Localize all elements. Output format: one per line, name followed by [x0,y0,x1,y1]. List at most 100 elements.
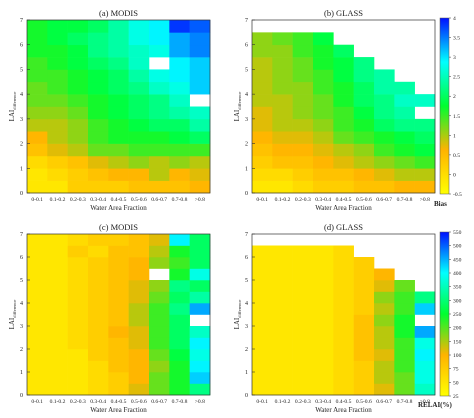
heatmap-cell [108,143,129,157]
heatmap-cell [47,360,68,373]
heatmap-cell [149,314,170,327]
x-tick-label: 0.5-0.6 [356,399,372,405]
heatmap-cell [374,81,395,95]
heatmap-cell [128,69,150,83]
heatmap-cell [169,94,190,107]
heatmap-cell [169,44,190,58]
heatmap-cell [313,131,334,144]
x-tick-label: 0.3-0.4 [315,399,331,405]
heatmap-cell [313,106,334,120]
heatmap-cell [353,81,375,95]
heatmap-cell [252,245,273,258]
heatmap-cell [47,94,68,107]
y-tick-label: 2 [245,347,248,353]
heatmap-cell [189,326,211,338]
heatmap-cell [169,257,190,269]
heatmap-cell [333,94,354,107]
heatmap-cell [108,155,129,169]
heatmap-cell [128,360,150,373]
heatmap-cell [149,106,170,120]
y-tick-label: 7 [245,18,248,24]
x-tick-label: 0.3-0.4 [90,399,106,405]
y-tick-label: 3 [20,117,23,123]
heatmap-cell [272,168,293,181]
x-tick-label: 0.5-0.6 [131,399,147,405]
heatmap-cell [128,143,150,157]
heatmap-cell [47,383,68,396]
colorbar-tick-label: 350 [453,285,462,291]
heatmap-cell [67,372,89,384]
heatmap-cell [47,44,68,58]
heatmap-cell [394,326,415,338]
x-tick-label: 0.7-0.8 [397,197,413,203]
x-tick-label: 0.2-0.3 [70,399,86,405]
heatmap-cell [272,118,293,132]
heatmap-cell [128,349,150,361]
heatmap-cell [292,131,314,144]
y-tick-label: 3 [20,324,23,330]
heatmap-cell [292,268,314,281]
heatmap-cell [47,280,68,292]
heatmap-cell [47,69,68,83]
heatmap-cell [292,314,314,327]
heatmap-cell [88,326,109,338]
plot-frame [26,233,211,396]
heatmap-cell [27,257,48,269]
heatmap-cell [108,81,129,95]
y-tick-label: 5 [245,67,248,73]
heatmap-cell [414,155,436,169]
heatmap-cell [252,81,273,95]
heatmap-cell [252,155,273,169]
heatmap-cell [128,180,150,194]
x-tick-label: 0.6-0.7 [151,399,167,405]
heatmap-cell [333,57,354,70]
heatmap-cell [394,337,415,350]
y-tick-label: 3 [245,117,248,123]
heatmap-cell [252,257,273,269]
heatmap-cell [292,372,314,384]
y-axis-label: LAIdifference [8,300,17,330]
heatmap-cell [272,69,293,83]
heatmap-cell [128,268,150,281]
heatmap-cell [169,57,190,70]
heatmap-cell [394,314,415,327]
heatmap-cell [169,131,190,144]
heatmap-cell [189,280,211,292]
heatmap-cell [27,303,48,315]
heatmap-cell [189,268,211,281]
heatmap-cell [353,326,375,338]
heatmap-cell [189,245,211,258]
heatmap-cell [169,20,190,33]
heatmap-cell [27,314,48,327]
heatmap-cell [333,143,354,157]
heatmap-cell [149,383,170,396]
heatmap-cell [27,234,48,246]
heatmap-cell [252,69,273,83]
heatmap-cell [27,383,48,396]
heatmap-cell [88,257,109,269]
heatmap-cell [313,81,334,95]
heatmap-cell [292,303,314,315]
x-axis-label: Water Area Fraction [315,406,372,414]
y-tick-label: 1 [20,370,23,376]
heatmap-cell [47,268,68,281]
heatmap-cell [414,131,436,144]
heatmap-cell [313,268,334,281]
heatmap-cell [292,349,314,361]
heatmap-cell [108,57,129,70]
y-tick-label: 6 [20,43,23,49]
heatmap-cell [67,245,89,258]
colorbar-tick-label: 300 [453,298,462,304]
plot-frame [251,233,436,396]
colorbar-tick-label: 200 [453,326,462,332]
heatmap-cell [47,372,68,384]
heatmap-cell [88,118,109,132]
heatmap-cell [128,131,150,144]
heatmap-cell [272,280,293,292]
heatmap-cell [272,372,293,384]
heatmap-cell [272,106,293,120]
heatmap-cell [353,155,375,169]
heatmap-cell [108,314,129,327]
heatmap-cell [333,360,354,373]
heatmap-cell [67,268,89,281]
